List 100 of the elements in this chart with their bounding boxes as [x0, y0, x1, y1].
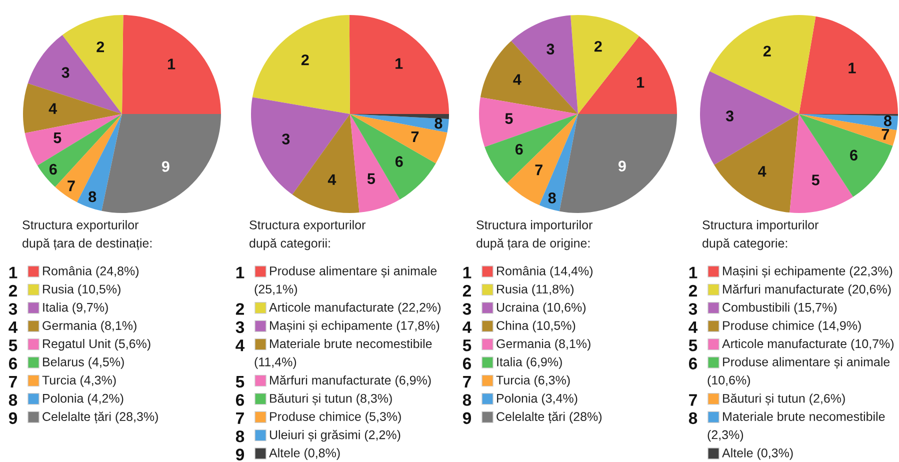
text: 5	[8, 340, 18, 352]
legend-label: Materiale brute necomestibile (11,4%)	[254, 338, 432, 369]
text: 7	[411, 132, 419, 142]
pie-slice	[24, 114, 122, 166]
pie-slice	[62, 15, 124, 114]
legend-label: Rusia (10,5%)	[43, 284, 120, 296]
legend-label: Altele (0,3%)	[722, 448, 793, 460]
text: 8	[884, 115, 892, 126]
text: 9	[8, 412, 18, 424]
pie-slice	[507, 114, 578, 206]
text: 8	[688, 412, 698, 424]
legend-label: Băuturi și tutun (2,6%)	[723, 393, 845, 406]
pie-slice	[350, 114, 436, 200]
text: 5	[236, 376, 244, 388]
text: 5	[505, 113, 513, 124]
text: 8	[462, 394, 472, 406]
text: 7	[689, 394, 697, 406]
text: 1	[848, 62, 856, 74]
pie-slice	[292, 114, 360, 213]
legend-label: Mașini și echipamente (22,3%)	[723, 266, 892, 278]
pie-slice	[799, 16, 898, 114]
pie-slice	[350, 114, 449, 133]
text: 3	[688, 303, 698, 315]
pie-slice	[559, 114, 677, 213]
text: 4	[328, 174, 336, 185]
text: 3	[726, 110, 734, 122]
legend-label: China (10,5%)	[496, 320, 576, 332]
text: 9	[618, 160, 626, 172]
legend-label: Mărfuri manufacturate (20,6%)	[723, 284, 891, 296]
text: 8	[88, 191, 96, 202]
text: 8	[236, 430, 244, 442]
text: 8	[548, 192, 556, 204]
text: 2	[96, 41, 104, 52]
text: 7	[236, 412, 244, 424]
text: 2	[763, 46, 771, 56]
legend-label: Mărfuri manufacturate (6,9%)	[270, 375, 431, 388]
text: 1	[9, 266, 18, 278]
pie-slice	[55, 114, 122, 202]
pie-slice	[122, 15, 221, 114]
text: 5	[367, 173, 376, 184]
legend-label: Germania (8,1%)	[42, 320, 136, 332]
legend-label: Produse alimentare și animale (25,1%)	[254, 266, 437, 296]
text: 4	[48, 103, 57, 114]
pie-slice	[23, 83, 122, 134]
text: 4	[236, 340, 245, 352]
pie-slice	[700, 71, 799, 165]
text: Structura exporturilor după țara de destinație:	[22, 220, 152, 250]
text: 2	[8, 284, 17, 297]
text: 9	[462, 412, 472, 424]
legend-label: Celelalte țări (28,3%)	[42, 412, 158, 424]
text: 1	[463, 266, 472, 278]
text: 2	[301, 54, 309, 66]
text: 3	[282, 134, 290, 144]
pie-slice	[578, 36, 677, 114]
legend-label: Produse alimentare și animale (10,6%)	[708, 357, 890, 388]
text: 2	[462, 284, 471, 297]
text: 7	[68, 180, 75, 192]
legend-label: Celelalte țări (28%)	[496, 412, 602, 424]
legend-label: Produse chimice (5,3%)	[270, 412, 401, 424]
legend-label: Combustibili (15,7%)	[722, 302, 837, 314]
text: 3	[62, 67, 70, 78]
text: 3	[546, 44, 554, 55]
pie-slice	[349, 15, 449, 114]
legend-label: Uleiuri și grăsimi (2,2%)	[270, 430, 400, 442]
text: 1	[236, 266, 244, 278]
text: 4	[513, 74, 522, 85]
legend-label: Rusia (11,8%)	[497, 284, 574, 296]
text: 3	[236, 321, 244, 334]
legend-label: Turcia (6,3%)	[496, 375, 570, 388]
text: Structura exporturilor după categorii:	[250, 220, 366, 250]
legend-label: Regatul Unit (5,6%)	[43, 338, 150, 351]
legend-label: Articole manufacturate (22,2%)	[269, 302, 441, 314]
text: 6	[395, 156, 403, 167]
text: 5	[462, 340, 472, 352]
legend-label: Materiale brute necomestibile (2,3%)	[708, 412, 885, 442]
text: 1	[396, 58, 403, 69]
legend-label: Produse chimice (14,9%)	[723, 320, 861, 332]
pie-slice	[102, 114, 221, 213]
text: 1	[168, 58, 176, 70]
text: 3	[462, 303, 472, 315]
pie-slice	[799, 114, 893, 197]
pie-slice	[799, 114, 897, 146]
legend-label: Altele (0,8%)	[269, 448, 340, 460]
legend-label: Italia (6,9%)	[497, 357, 562, 369]
text: 3	[8, 303, 18, 315]
text: 6	[49, 164, 57, 175]
text: 6	[236, 394, 244, 406]
pie-slice	[480, 40, 578, 114]
text: 4	[758, 166, 766, 177]
pie-slice	[28, 35, 122, 114]
text: 6	[688, 358, 698, 370]
text: 8	[8, 394, 18, 406]
text: 5	[54, 132, 62, 144]
text: 4	[462, 321, 472, 333]
text: 6	[850, 150, 858, 161]
text: 7	[9, 376, 17, 388]
pie-slice	[511, 15, 578, 114]
pie-slice	[799, 114, 898, 130]
text: 7	[535, 164, 542, 176]
text: 4	[688, 321, 698, 333]
